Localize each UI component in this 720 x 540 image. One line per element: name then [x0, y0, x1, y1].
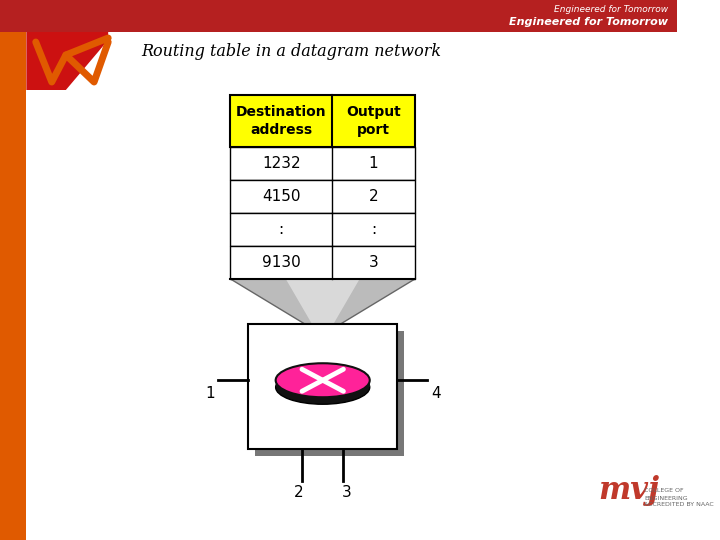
Bar: [230, 95, 415, 147]
Text: :: :: [279, 222, 284, 237]
Ellipse shape: [276, 363, 370, 397]
Text: Engineered for Tomorrow: Engineered for Tomorrow: [509, 17, 668, 27]
Bar: [276, 380, 370, 387]
Text: COLLEGE OF
ENGINEERING
ACCREDITED BY NAAC: COLLEGE OF ENGINEERING ACCREDITED BY NAA…: [644, 489, 714, 508]
Text: Destination
address: Destination address: [236, 105, 327, 137]
Polygon shape: [230, 279, 415, 324]
Polygon shape: [27, 32, 108, 90]
Text: 9130: 9130: [262, 255, 301, 270]
Polygon shape: [286, 279, 359, 324]
Text: 1: 1: [369, 156, 378, 171]
Bar: [0, 32, 27, 540]
Text: 2: 2: [294, 485, 304, 500]
Text: 4150: 4150: [262, 189, 300, 204]
Bar: [230, 213, 415, 246]
Bar: [0, 0, 678, 32]
Text: :: :: [371, 222, 376, 237]
Ellipse shape: [276, 370, 370, 404]
Text: 1232: 1232: [262, 156, 301, 171]
Text: 3: 3: [341, 485, 351, 500]
Text: 4: 4: [431, 386, 441, 401]
Text: Output
port: Output port: [346, 105, 401, 137]
Text: 1: 1: [205, 386, 215, 401]
Bar: [230, 180, 415, 213]
Bar: [255, 331, 404, 456]
Bar: [230, 246, 415, 279]
Text: Routing table in a datagram network: Routing table in a datagram network: [141, 44, 441, 60]
Bar: [230, 147, 415, 180]
Text: Engineered for Tomorrow: Engineered for Tomorrow: [554, 5, 668, 15]
Text: 3: 3: [369, 255, 379, 270]
Text: 2: 2: [369, 189, 378, 204]
Text: mvj: mvj: [598, 475, 660, 505]
Bar: [248, 324, 397, 449]
